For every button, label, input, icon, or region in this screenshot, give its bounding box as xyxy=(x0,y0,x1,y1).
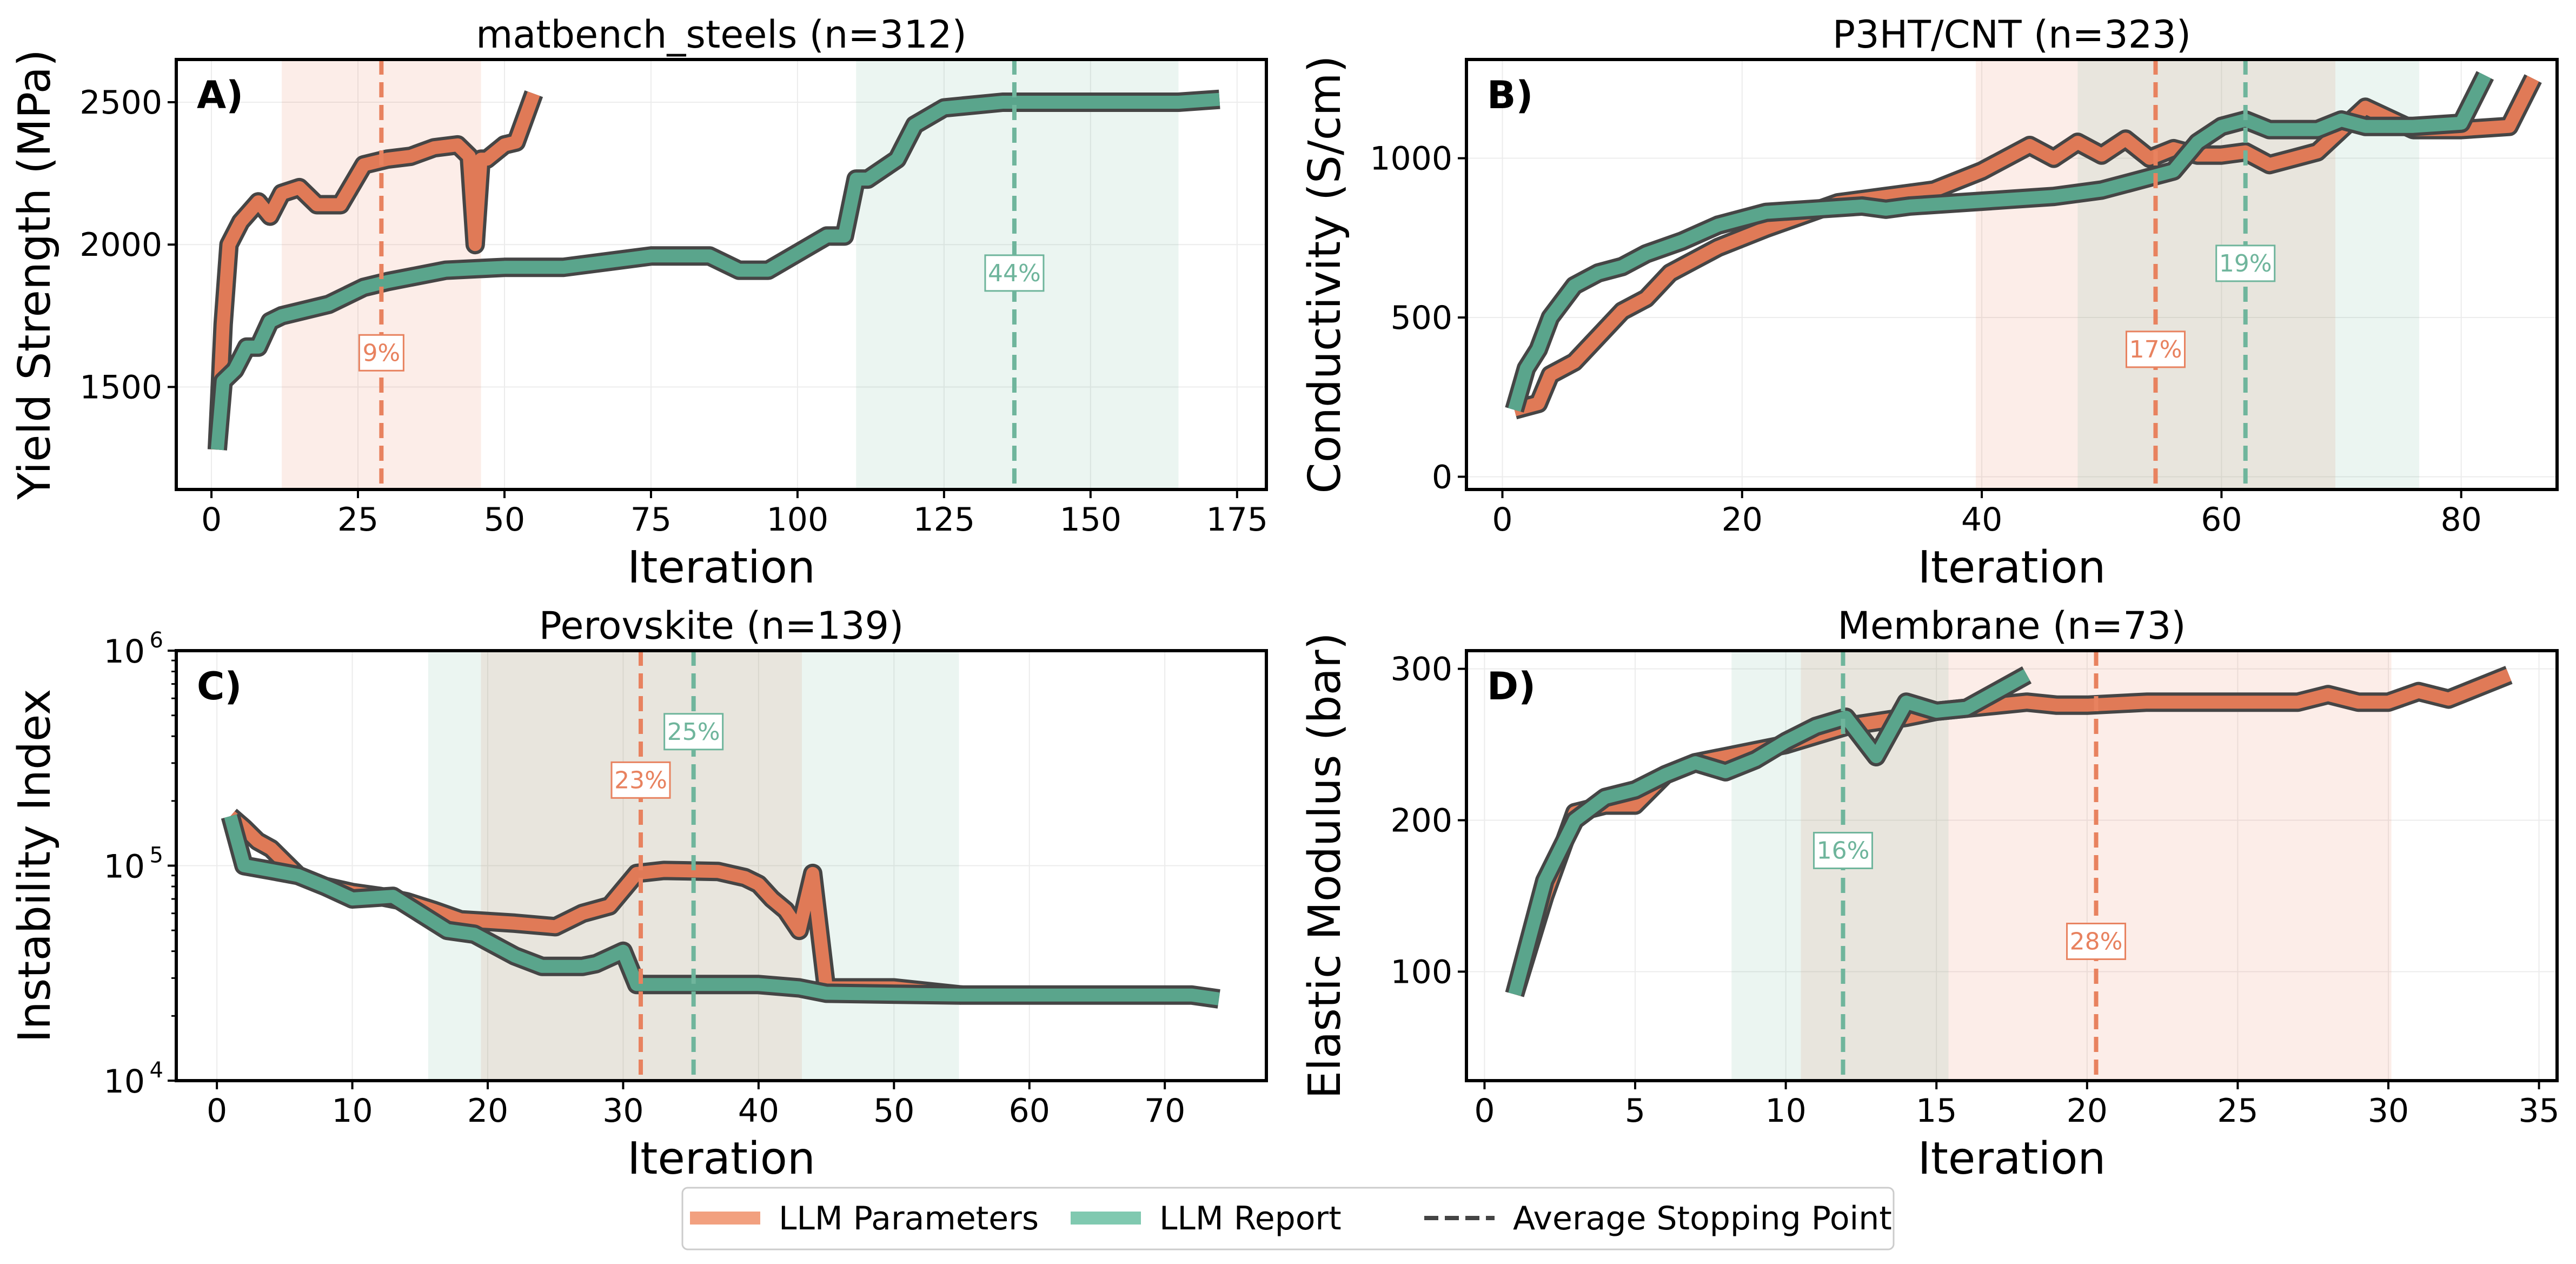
plot-area xyxy=(1505,59,2542,489)
stopping-percent-box xyxy=(2125,330,2186,368)
x-tick-label: 40 xyxy=(1961,501,2002,539)
y-tick-label: 10 xyxy=(104,848,145,886)
x-tick-label: 30 xyxy=(602,1092,643,1130)
legend-label: Average Stopping Point xyxy=(1513,1200,1892,1237)
plot-area xyxy=(221,651,1220,1081)
y-tick-label: 0 xyxy=(1432,458,1452,496)
x-tick-label: 100 xyxy=(767,501,829,539)
x-tick-label: 30 xyxy=(2368,1092,2409,1130)
stopping-percent-box xyxy=(984,254,1045,292)
stopping-percent-box xyxy=(1813,832,1873,870)
y-tick-label: 10 xyxy=(104,1063,145,1101)
x-tick-label: 0 xyxy=(1474,1092,1495,1130)
axis-frame xyxy=(175,58,1268,491)
axis-frame xyxy=(1465,58,2559,491)
y-tick-label: 300 xyxy=(1390,651,1452,689)
panel-letter: D) xyxy=(1487,664,1536,709)
x-tick-label: 75 xyxy=(630,501,672,539)
y-tick-label: 1000 xyxy=(1370,140,1452,178)
stopping-percent-label: 19% xyxy=(2219,250,2272,277)
stopping-percent-label: 23% xyxy=(614,766,667,794)
x-tick-label: 0 xyxy=(207,1092,227,1130)
y-tick-label: 200 xyxy=(1390,802,1452,840)
x-tick-label: 25 xyxy=(2217,1092,2258,1130)
x-tick-label: 50 xyxy=(873,1092,914,1130)
chart-title: P3HT/CNT (n=323) xyxy=(1833,12,2191,57)
stopping-percent-box xyxy=(2066,922,2127,960)
legend: LLM Parameters LLM Report Average Stopping… xyxy=(681,1187,1895,1250)
chart-title: Perovskite (n=139) xyxy=(539,604,904,648)
stopping-percent-box xyxy=(663,713,724,751)
y-tick-exponent: 4 xyxy=(150,1058,163,1083)
stopping-percent-label: 44% xyxy=(988,260,1041,287)
x-tick-label: 175 xyxy=(1206,501,1269,539)
y-tick-exponent: 5 xyxy=(150,843,163,868)
y-axis-label: Elastic Modulus (bar) xyxy=(1299,632,1351,1098)
x-tick-label: 0 xyxy=(1492,501,1512,539)
stopping-percent-box xyxy=(610,761,671,799)
x-axis-label: Iteration xyxy=(627,542,815,593)
y-tick-label: 100 xyxy=(1390,953,1452,991)
axis-frame xyxy=(1465,649,2559,1082)
stopping-percent-label: 25% xyxy=(667,718,720,746)
series-line-report xyxy=(224,814,1220,1005)
panel-letter: B) xyxy=(1487,73,1533,117)
x-tick-label: 10 xyxy=(1765,1092,1806,1130)
series-line-parameters xyxy=(210,91,540,450)
x-tick-label: 150 xyxy=(1060,501,1122,539)
legend-box xyxy=(681,1187,1895,1250)
x-tick-label: 60 xyxy=(2201,501,2242,539)
legend-label: LLM Parameters xyxy=(779,1200,1039,1237)
y-axis-label: Instability Index xyxy=(9,689,61,1042)
x-axis-label: Iteration xyxy=(627,1133,815,1184)
stopping-percent-label: 28% xyxy=(2070,928,2123,955)
x-tick-label: 35 xyxy=(2518,1092,2559,1130)
y-tick-label: 10 xyxy=(104,633,145,671)
series-line-report xyxy=(210,92,1220,451)
y-tick-exponent: 6 xyxy=(150,628,163,653)
x-tick-label: 70 xyxy=(1144,1092,1185,1130)
series-line-report xyxy=(1508,669,2030,996)
x-tick-label: 20 xyxy=(467,1092,508,1130)
x-tick-label: 80 xyxy=(2441,501,2482,539)
panel-4: 28% 16% 0 5 10 15 20 25 30 35 100 200 300 Membrane (n… xyxy=(1299,604,2560,1184)
x-tick-label: 20 xyxy=(2067,1092,2108,1130)
panel-letter: A) xyxy=(197,73,243,117)
y-tick-label: 500 xyxy=(1390,299,1452,337)
x-tick-label: 15 xyxy=(1916,1092,1957,1130)
stopping-percent-box xyxy=(358,334,404,372)
x-tick-label: 10 xyxy=(331,1092,373,1130)
plot-area xyxy=(207,59,1220,489)
x-tick-label: 50 xyxy=(484,501,525,539)
y-axis-label: Yield Strength (MPa) xyxy=(9,49,61,500)
x-axis-label: Iteration xyxy=(1918,1133,2106,1184)
chart-title: Membrane (n=73) xyxy=(1837,604,2186,648)
x-tick-label: 125 xyxy=(913,501,975,539)
legend-label: LLM Report xyxy=(1159,1200,1342,1237)
y-tick-label: 1500 xyxy=(79,368,162,406)
x-tick-label: 25 xyxy=(337,501,379,539)
panel-1: 9% 44% 0 25 50 75 100 125 150 175 1500 2000 2500 matb… xyxy=(9,12,1268,593)
panel-letter: C) xyxy=(197,664,242,709)
y-tick-label: 2500 xyxy=(79,84,162,122)
y-axis-label: Conductivity (S/cm) xyxy=(1299,55,1351,493)
panel-2: 17% 19% 0 20 40 60 80 0 500 1000 P3HT/CNT (n=323) I… xyxy=(1299,12,2559,593)
stopping-percent-label: 9% xyxy=(362,339,400,367)
x-axis-label: Iteration xyxy=(1918,542,2106,593)
series-line-report xyxy=(1508,72,2491,412)
stopping-percent-label: 16% xyxy=(1817,837,1870,865)
x-tick-label: 0 xyxy=(201,501,222,539)
x-tick-label: 60 xyxy=(1009,1092,1050,1130)
x-tick-label: 20 xyxy=(1722,501,1763,539)
stopping-percent-label: 17% xyxy=(2129,336,2182,363)
stopping-percent-box xyxy=(2215,244,2276,282)
series-line-parameters xyxy=(1512,75,2539,416)
x-tick-label: 40 xyxy=(738,1092,779,1130)
chart-title: matbench_steels (n=312) xyxy=(476,12,967,57)
x-tick-label: 5 xyxy=(1625,1092,1645,1130)
y-tick-label: 2000 xyxy=(79,226,162,264)
